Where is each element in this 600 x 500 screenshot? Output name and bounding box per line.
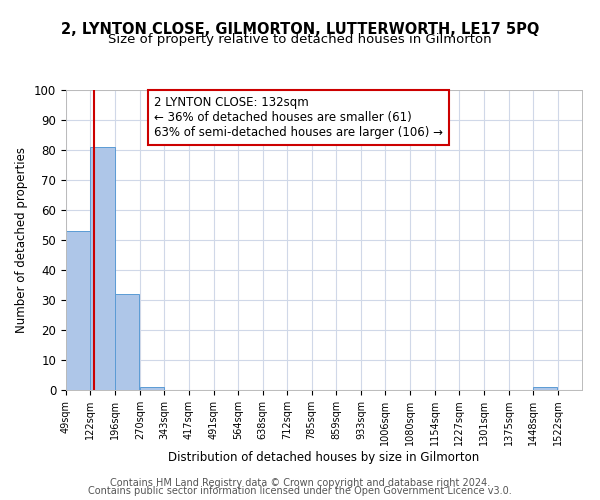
Text: Contains HM Land Registry data © Crown copyright and database right 2024.: Contains HM Land Registry data © Crown c… [110, 478, 490, 488]
Text: Contains public sector information licensed under the Open Government Licence v3: Contains public sector information licen… [88, 486, 512, 496]
X-axis label: Distribution of detached houses by size in Gilmorton: Distribution of detached houses by size … [169, 451, 479, 464]
Bar [66, 231, 91, 390]
Bar [91, 147, 115, 390]
Bar [115, 294, 139, 390]
Text: 2 LYNTON CLOSE: 132sqm
← 36% of detached houses are smaller (61)
63% of semi-det: 2 LYNTON CLOSE: 132sqm ← 36% of detached… [154, 96, 443, 139]
Text: Size of property relative to detached houses in Gilmorton: Size of property relative to detached ho… [108, 32, 492, 46]
Bar [140, 387, 164, 390]
Text: 2, LYNTON CLOSE, GILMORTON, LUTTERWORTH, LE17 5PQ: 2, LYNTON CLOSE, GILMORTON, LUTTERWORTH,… [61, 22, 539, 38]
Bar [533, 387, 557, 390]
Y-axis label: Number of detached properties: Number of detached properties [16, 147, 28, 333]
